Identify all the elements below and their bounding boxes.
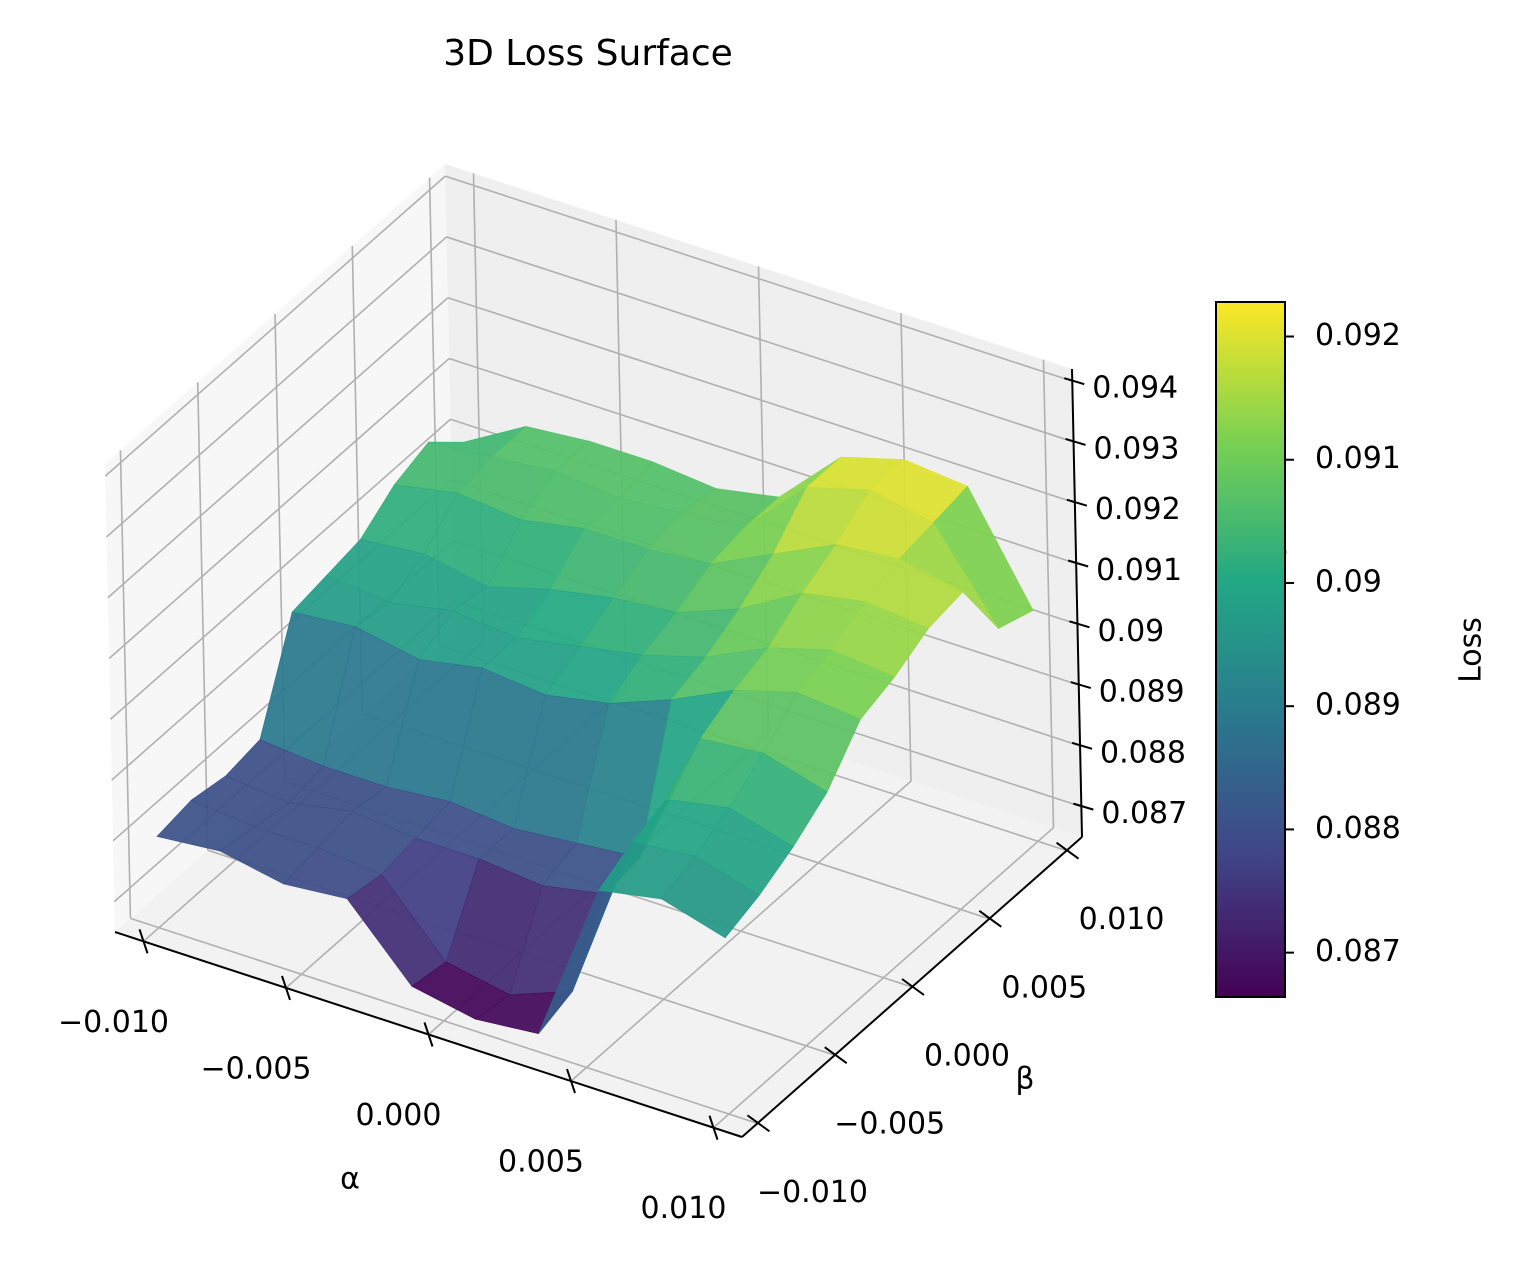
z-tick-label: 0.092 <box>1095 492 1181 527</box>
colorbar-tick-label: 0.089 <box>1315 688 1401 723</box>
z-tick <box>1067 559 1089 568</box>
x-tick-label: 0.000 <box>356 1098 442 1133</box>
z-tick-label: 0.087 <box>1101 796 1187 831</box>
z-tick-label: 0.09 <box>1097 614 1164 649</box>
colorbar-tick-label: 0.088 <box>1315 811 1401 846</box>
z-tick-label: 0.089 <box>1099 675 1185 710</box>
colorbar-tick-label: 0.092 <box>1315 318 1401 353</box>
z-tick <box>1069 620 1090 629</box>
grid-line <box>109 418 451 720</box>
x-tick-label: −0.010 <box>58 1005 169 1040</box>
x-tick-label: 0.010 <box>641 1191 727 1226</box>
chart-title: 3D Loss Surface <box>443 33 733 74</box>
z-tick-label: 0.091 <box>1096 553 1182 588</box>
z-tick <box>1071 741 1093 750</box>
grid-line <box>446 236 1074 443</box>
y-tick <box>746 1114 771 1133</box>
grid-line <box>445 175 1073 382</box>
z-axis-line <box>1071 368 1083 838</box>
grid-line <box>1042 359 1055 828</box>
z-tick-label: 0.094 <box>1092 371 1178 406</box>
grid-line <box>104 175 446 477</box>
colorbar-tick-label: 0.09 <box>1315 564 1382 599</box>
colorbar-label: Loss <box>1454 617 1489 683</box>
z-tick-label: 0.088 <box>1100 735 1186 770</box>
y-tick-label: −0.010 <box>757 1175 868 1210</box>
y-tick <box>978 910 1002 928</box>
z-tick-label: 0.093 <box>1094 431 1180 466</box>
grid-line <box>108 357 450 660</box>
x-tick-label: 0.005 <box>498 1145 584 1180</box>
grid-line <box>119 450 132 919</box>
colorbar-tick-label: 0.091 <box>1315 441 1401 476</box>
z-tick <box>1065 437 1086 446</box>
colorbar-tick-label: 0.087 <box>1315 934 1401 969</box>
surface-facet <box>661 856 760 939</box>
y-axis-label: β <box>1015 1062 1034 1097</box>
x-tick <box>423 1022 434 1047</box>
y-tick <box>1055 841 1080 860</box>
x-tick <box>138 929 149 954</box>
grid-line <box>447 296 1076 504</box>
z-tick <box>1063 377 1085 386</box>
z-tick <box>1073 802 1094 811</box>
grid-line <box>106 236 448 538</box>
y-tick-label: −0.005 <box>834 1107 945 1142</box>
grid-line <box>107 297 449 599</box>
z-tick <box>1070 681 1092 690</box>
x-tick <box>708 1115 719 1140</box>
x-tick <box>566 1068 576 1094</box>
y-tick <box>824 1046 848 1064</box>
y-tick-label: 0.010 <box>1079 902 1165 937</box>
x-tick-label: −0.005 <box>200 1051 311 1086</box>
y-tick <box>901 978 925 996</box>
x-axis-label: α <box>340 1162 360 1197</box>
grid-line <box>196 382 209 851</box>
y-tick-label: 0.000 <box>924 1039 1010 1074</box>
z-tick <box>1066 498 1088 507</box>
colorbar <box>1215 301 1286 998</box>
grid-line <box>130 917 758 1125</box>
x-tick <box>281 975 291 1001</box>
y-tick-label: 0.005 <box>1001 970 1087 1005</box>
